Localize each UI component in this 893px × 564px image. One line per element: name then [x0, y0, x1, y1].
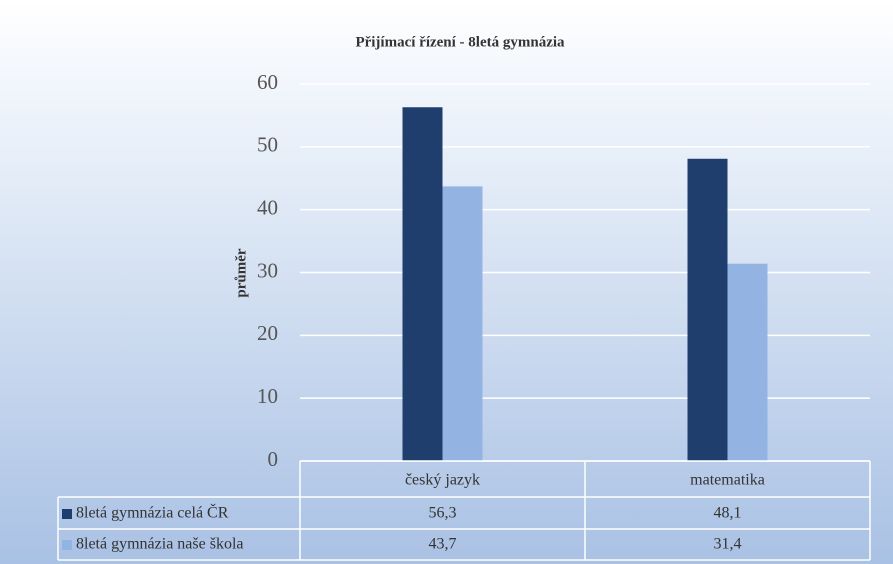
y-tick-label: 20 [257, 321, 278, 345]
data-label: 48,1 [714, 505, 742, 522]
y-tick-label: 50 [257, 133, 278, 157]
x-tick-label: český jazyk [405, 472, 480, 489]
y-tick-label: 0 [268, 447, 279, 471]
legend-key [62, 540, 72, 550]
data-label: 31,4 [714, 536, 742, 553]
bar [727, 263, 768, 461]
y-axis-title: průměr [233, 248, 249, 297]
data-label: 43,7 [429, 536, 457, 553]
legend-label: 8letá gymnázia celá ČR [76, 503, 229, 522]
y-tick-label: 10 [257, 384, 278, 408]
data-label: 56,3 [429, 505, 457, 522]
chart-title: Přijímací řízení - 8letá gymnázia [355, 34, 565, 50]
legend-key [62, 509, 72, 519]
bar [687, 158, 728, 461]
bar [442, 186, 483, 461]
bar [402, 107, 443, 461]
y-tick-label: 40 [257, 195, 278, 219]
legend-label: 8letá gymnázia naše škola [76, 536, 244, 553]
y-tick-label: 60 [257, 70, 278, 94]
y-tick-label: 30 [257, 258, 278, 282]
x-tick-label: matematika [690, 472, 765, 489]
